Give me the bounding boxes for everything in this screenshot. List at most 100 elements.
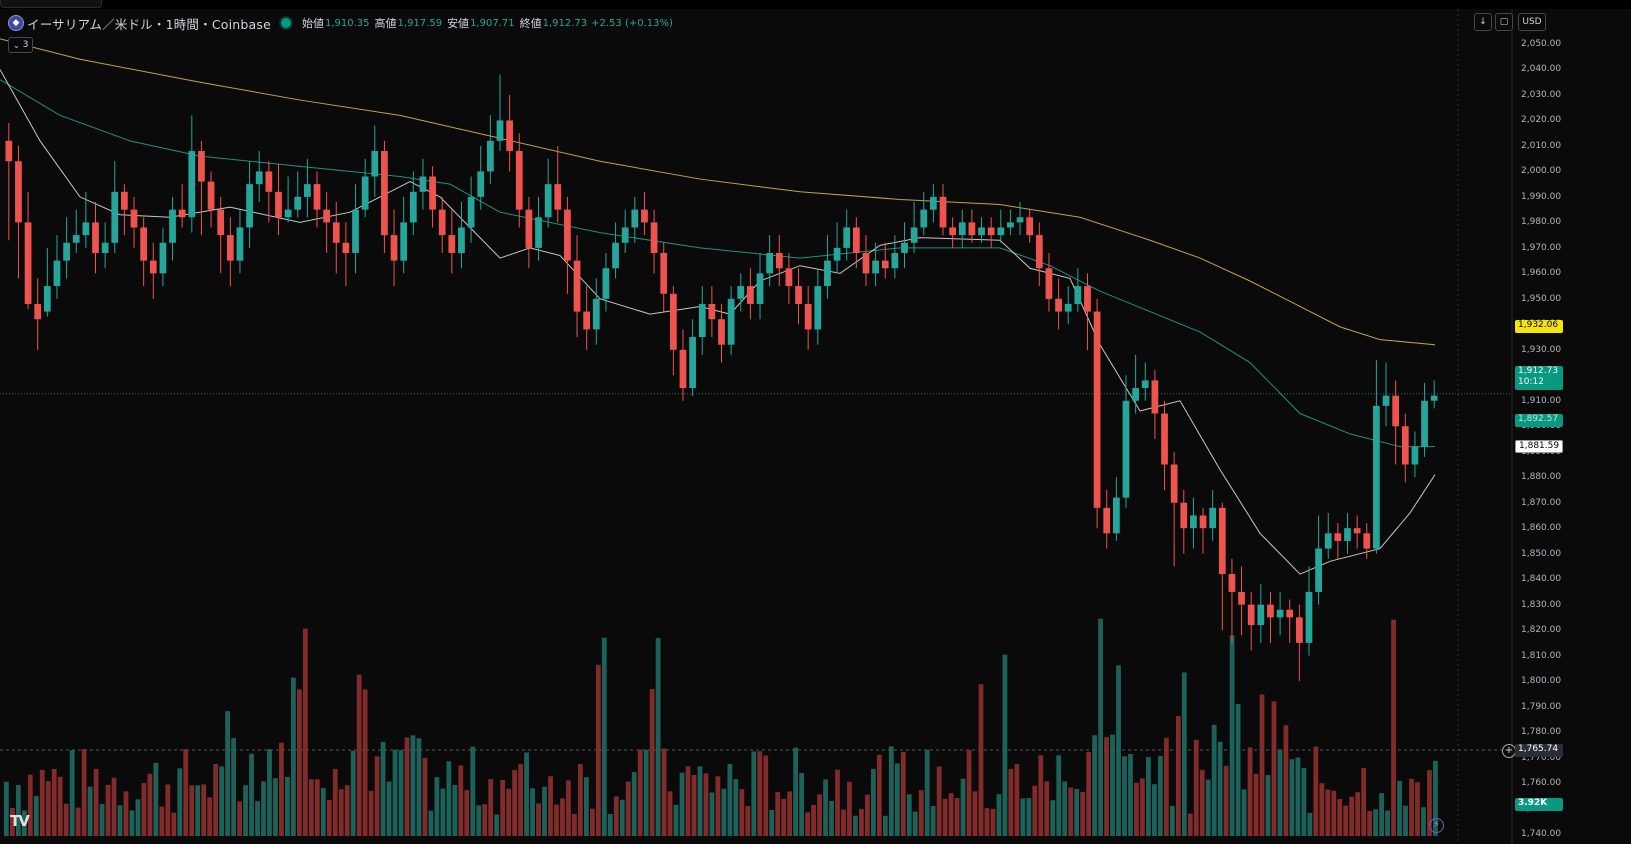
volume-bar [1409, 778, 1414, 836]
symbol-title[interactable]: イーサリアム／米ドル・1時間・Coinbase [27, 16, 271, 32]
candle-body [1257, 604, 1265, 626]
volume-bar [649, 689, 655, 836]
high-value: 1,917.59 [397, 17, 443, 29]
volume-bar [291, 677, 296, 836]
candle-body [140, 227, 148, 261]
volume-bar [428, 810, 434, 836]
toolbar-tab[interactable] [0, 0, 102, 8]
candle-body [34, 303, 42, 320]
volume-bar [954, 798, 960, 836]
price-tick-label: 1,790.00 [1521, 701, 1562, 712]
add-alert-plus-icon[interactable]: + [1502, 744, 1516, 758]
candle-body [1151, 380, 1159, 414]
volume-bar [853, 815, 858, 836]
volume-bar [1122, 756, 1127, 836]
candle-body [804, 303, 812, 330]
volume-bar [1241, 789, 1247, 836]
volume-bar [159, 806, 165, 836]
candle-body [1238, 591, 1245, 605]
volume-bar [583, 777, 589, 836]
volume-bar [1415, 782, 1420, 836]
candle-body [949, 227, 957, 236]
volume-bar [1014, 764, 1020, 836]
candle-body [304, 184, 311, 197]
download-button[interactable]: ↓ [1474, 13, 1492, 31]
candle-body [419, 176, 427, 192]
indicator-collapse-button[interactable]: ⌄ 3 [8, 37, 34, 53]
candle-body [698, 303, 706, 338]
candle-body [342, 242, 350, 253]
candle-body [1373, 405, 1380, 549]
volume-bar [1277, 749, 1283, 836]
candle-body [477, 171, 485, 197]
volume-bar [841, 809, 846, 836]
ma200-line [0, 38, 1436, 346]
volume-bar [75, 807, 81, 836]
candle-body [1199, 515, 1207, 529]
volume-bar [1038, 755, 1044, 836]
candle-body [24, 222, 32, 304]
candle-body [101, 242, 109, 253]
volume-bar [338, 789, 344, 836]
volume-bar [769, 809, 775, 836]
candle-body [149, 260, 157, 274]
volume-bar [1205, 779, 1211, 836]
fullscreen-button[interactable]: ▢ [1495, 13, 1513, 31]
volume-bar [1217, 741, 1223, 836]
candle-body [631, 209, 639, 228]
volume-bar [697, 766, 703, 836]
volume-bar [751, 751, 757, 836]
volume-bar [578, 764, 583, 836]
volume-bar [847, 781, 852, 836]
volume-bar [1343, 805, 1349, 836]
candle-body [891, 252, 899, 269]
candle-body [486, 140, 494, 172]
volume-bar [410, 735, 416, 836]
price-tick-label: 2,030.00 [1521, 89, 1562, 100]
volume-bar [643, 749, 649, 836]
candle-body [255, 171, 263, 185]
volume-bar [745, 806, 751, 836]
volume-bar [1253, 773, 1259, 836]
candle-body [400, 222, 408, 261]
open-value: 1,910.35 [325, 17, 370, 29]
volume-bar [81, 749, 87, 836]
volume-bar [775, 791, 781, 836]
volume-bar [1169, 805, 1175, 836]
volume-bar [231, 738, 236, 836]
candle-body [130, 209, 138, 228]
candle-body [1055, 298, 1062, 312]
volume-bar [147, 773, 153, 836]
volume-bar [237, 801, 242, 836]
candle-body [1016, 217, 1024, 223]
volume-bar [595, 664, 601, 836]
volume-bar [1367, 811, 1373, 836]
candle-body [881, 260, 889, 269]
candle-body [1411, 446, 1419, 465]
volume-bar [733, 779, 739, 836]
candle-body [978, 227, 985, 236]
volume-bar [990, 808, 996, 836]
volume-bar [625, 781, 631, 836]
candle-body [1170, 464, 1178, 503]
volume-bar [966, 749, 972, 836]
close-label: 終値 [519, 17, 542, 30]
currency-selector[interactable]: USD [1518, 13, 1546, 31]
volume-bar [1271, 701, 1277, 836]
candle-body [294, 196, 302, 210]
volume-bar [1157, 755, 1163, 836]
volume-bar [1229, 635, 1235, 836]
volume-bar [1032, 785, 1038, 836]
lightning-icon[interactable]: ⚡ [1429, 818, 1444, 833]
candle-body [824, 260, 831, 287]
candle-body [660, 252, 668, 294]
volume-bar [524, 752, 529, 836]
candle-body [679, 349, 687, 389]
candle-body [371, 151, 379, 177]
tradingview-logo-icon[interactable]: TV [10, 812, 30, 830]
volume-bar [69, 750, 75, 836]
candle-body [159, 242, 167, 274]
volume-bar [859, 809, 864, 836]
volume-bar [1355, 792, 1361, 836]
